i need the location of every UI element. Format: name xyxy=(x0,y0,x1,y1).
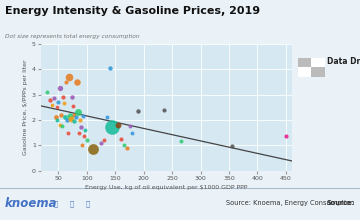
Point xyxy=(77,131,82,134)
Point xyxy=(54,118,60,122)
Text: Data Driven: Data Driven xyxy=(327,57,360,66)
Point xyxy=(109,126,115,129)
Text: Ⓒ: Ⓒ xyxy=(54,200,58,207)
Point xyxy=(115,123,121,127)
Bar xyxy=(298,58,311,67)
Text: Source:: Source: xyxy=(327,200,355,206)
Point xyxy=(67,114,73,118)
Point xyxy=(57,123,63,127)
Point xyxy=(57,86,63,90)
Point xyxy=(78,126,84,129)
Point xyxy=(80,114,86,118)
Text: Ⓖ: Ⓖ xyxy=(86,200,90,207)
Point xyxy=(98,141,104,144)
Point xyxy=(130,131,135,134)
Point xyxy=(74,80,80,84)
Point xyxy=(60,95,66,99)
Point xyxy=(76,110,81,114)
Point xyxy=(69,95,75,99)
Point xyxy=(84,138,90,142)
Point xyxy=(64,118,70,122)
Point xyxy=(80,143,85,147)
Point xyxy=(51,97,57,100)
Text: Energy Intensity & Gasoline Prices, 2019: Energy Intensity & Gasoline Prices, 2019 xyxy=(5,6,260,15)
Point xyxy=(118,137,124,141)
Point xyxy=(124,146,130,150)
Point xyxy=(49,103,54,106)
Point xyxy=(101,138,107,142)
Point xyxy=(68,117,74,120)
Point xyxy=(90,147,95,151)
Point xyxy=(47,98,53,101)
Point xyxy=(53,116,58,119)
Y-axis label: Gasoline Price, $/PPPs per liter: Gasoline Price, $/PPPs per liter xyxy=(23,59,28,155)
Point xyxy=(71,119,77,123)
Point xyxy=(229,145,235,148)
Point xyxy=(54,106,60,109)
Point xyxy=(121,143,127,147)
Point xyxy=(65,131,71,134)
Point xyxy=(63,80,69,84)
Bar xyxy=(311,58,325,67)
Point xyxy=(55,100,61,104)
Text: Source: Knoema, Energy Consumption: Source: Knoema, Energy Consumption xyxy=(226,200,355,206)
Point xyxy=(107,66,113,70)
Point xyxy=(77,118,83,122)
Point xyxy=(283,135,289,138)
Point xyxy=(59,125,65,128)
Point xyxy=(44,90,50,94)
Point xyxy=(127,125,132,128)
Point xyxy=(104,116,110,119)
Text: Dot size represents total energy consumption: Dot size represents total energy consump… xyxy=(5,34,139,39)
Text: knoema: knoema xyxy=(5,197,57,210)
Bar xyxy=(311,67,325,77)
Text: Ⓕ: Ⓕ xyxy=(70,200,74,207)
Point xyxy=(66,75,72,79)
Point xyxy=(82,128,88,132)
Point xyxy=(72,113,77,117)
Point xyxy=(58,113,64,117)
Point xyxy=(62,116,68,119)
Point xyxy=(73,116,78,119)
Point xyxy=(161,108,167,112)
Bar xyxy=(298,67,311,77)
Point xyxy=(70,104,76,108)
Point xyxy=(61,102,67,105)
Point xyxy=(135,109,141,113)
X-axis label: Energy Use, kg of oil equivalent per $1000 GDP PPP: Energy Use, kg of oil equivalent per $10… xyxy=(85,185,248,190)
Point xyxy=(178,140,184,143)
Point xyxy=(81,135,87,138)
